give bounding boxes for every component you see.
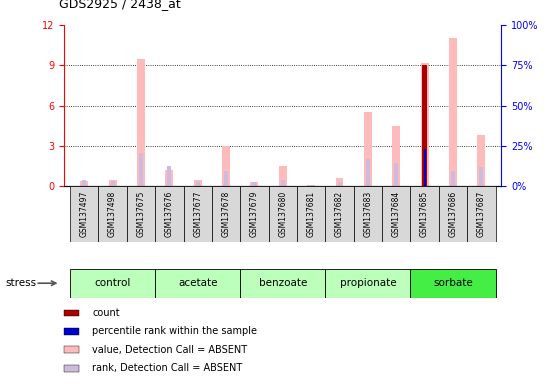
Bar (253, 182, 256, 186)
FancyBboxPatch shape (212, 186, 240, 242)
Text: GSM137685: GSM137685 (420, 191, 429, 237)
Text: rank, Detection Call = ABSENT: rank, Detection Call = ABSENT (92, 363, 242, 373)
FancyBboxPatch shape (297, 186, 325, 242)
Text: GSM137678: GSM137678 (222, 191, 231, 237)
Text: stress: stress (6, 278, 37, 288)
Text: GSM137676: GSM137676 (165, 191, 174, 237)
FancyBboxPatch shape (184, 186, 212, 242)
FancyBboxPatch shape (467, 186, 496, 242)
Bar (281, 180, 285, 186)
Text: GSM137682: GSM137682 (335, 191, 344, 237)
Bar (137, 59, 145, 186)
Bar (394, 164, 398, 186)
Bar (109, 180, 116, 186)
FancyBboxPatch shape (382, 186, 410, 242)
Bar (224, 172, 228, 186)
FancyBboxPatch shape (240, 186, 269, 242)
Bar (451, 172, 455, 186)
FancyBboxPatch shape (354, 186, 382, 242)
FancyBboxPatch shape (325, 186, 354, 242)
Text: GSM137498: GSM137498 (108, 191, 117, 237)
FancyBboxPatch shape (240, 269, 325, 298)
Text: GSM137686: GSM137686 (449, 191, 458, 237)
Text: GSM137684: GSM137684 (392, 191, 401, 237)
Bar (477, 135, 486, 186)
Bar (364, 113, 372, 186)
Bar (393, 126, 400, 186)
Bar (479, 167, 483, 186)
Bar (449, 38, 457, 186)
Text: GSM137681: GSM137681 (307, 191, 316, 237)
Text: GSM137687: GSM137687 (477, 191, 486, 237)
Bar (196, 182, 200, 186)
Bar (338, 182, 342, 186)
Text: GSM137675: GSM137675 (137, 191, 146, 237)
Text: control: control (95, 278, 131, 288)
Bar (279, 166, 287, 186)
Bar (309, 185, 313, 186)
Bar (250, 182, 258, 186)
Text: GSM137497: GSM137497 (80, 191, 88, 237)
Bar (423, 149, 426, 186)
Bar (80, 181, 88, 186)
Bar (111, 181, 115, 186)
FancyBboxPatch shape (99, 186, 127, 242)
Bar (82, 180, 86, 186)
Text: sorbate: sorbate (433, 278, 473, 288)
FancyBboxPatch shape (325, 269, 410, 298)
Text: GSM137680: GSM137680 (278, 191, 287, 237)
Bar (165, 170, 173, 186)
Bar (194, 180, 202, 186)
Text: value, Detection Call = ABSENT: value, Detection Call = ABSENT (92, 345, 248, 355)
FancyBboxPatch shape (155, 269, 240, 298)
Text: benzoate: benzoate (259, 278, 307, 288)
Bar (222, 146, 230, 186)
FancyBboxPatch shape (70, 186, 99, 242)
FancyBboxPatch shape (410, 186, 439, 242)
Bar (139, 153, 143, 186)
Text: GSM137683: GSM137683 (363, 191, 372, 237)
Bar (167, 166, 171, 186)
Text: percentile rank within the sample: percentile rank within the sample (92, 326, 258, 336)
Text: propionate: propionate (339, 278, 396, 288)
FancyBboxPatch shape (439, 186, 467, 242)
FancyBboxPatch shape (127, 186, 155, 242)
FancyBboxPatch shape (410, 269, 496, 298)
Bar (421, 63, 428, 186)
FancyBboxPatch shape (155, 186, 184, 242)
Text: count: count (92, 308, 120, 318)
Bar (366, 159, 370, 186)
Bar (422, 65, 427, 186)
Text: GSM137679: GSM137679 (250, 191, 259, 237)
Text: acetate: acetate (178, 278, 217, 288)
Text: GSM137677: GSM137677 (193, 191, 202, 237)
FancyBboxPatch shape (70, 269, 155, 298)
Bar (335, 178, 343, 186)
Bar (307, 185, 315, 186)
FancyBboxPatch shape (269, 186, 297, 242)
Text: GDS2925 / 2438_at: GDS2925 / 2438_at (59, 0, 180, 10)
